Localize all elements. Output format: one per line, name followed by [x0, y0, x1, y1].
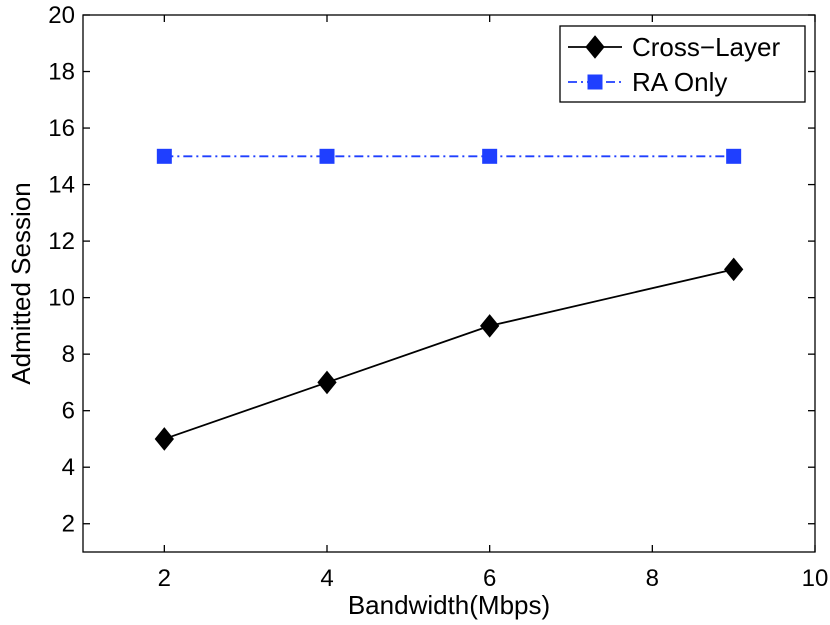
legend-marker-cross-layer	[585, 35, 605, 59]
series-ra-only	[156, 148, 742, 164]
y-tick-label: 8	[62, 341, 75, 368]
x-axis-label: Bandwidth(Mbps)	[348, 590, 550, 620]
data-point	[480, 314, 500, 338]
x-tick-label: 6	[483, 565, 496, 592]
y-tick-label: 12	[48, 228, 75, 255]
y-tick-label: 4	[62, 454, 75, 481]
y-tick-label: 14	[48, 172, 75, 199]
legend-marker-shape	[587, 74, 603, 90]
data-point	[154, 427, 174, 451]
data-point	[156, 148, 172, 164]
legend-marker-ra-only	[587, 74, 603, 90]
legend: Cross−Layer RA Only	[559, 25, 806, 103]
axes-frame	[82, 14, 816, 553]
data-series	[154, 148, 744, 451]
series-cross-layer	[154, 257, 744, 451]
y-axis-label: Admitted Session	[6, 182, 36, 384]
x-tick-label: 8	[646, 565, 659, 592]
data-point	[482, 148, 498, 164]
data-point	[726, 148, 742, 164]
legend-entry-cross-layer: Cross−Layer	[632, 32, 780, 62]
legend-entry-ra-only: RA Only	[632, 67, 727, 97]
y-tick-label: 20	[48, 2, 75, 29]
series-line	[164, 268, 734, 440]
y-tick-label: 10	[48, 285, 75, 312]
y-tick-label: 2	[62, 511, 75, 538]
x-tick-label: 2	[158, 565, 171, 592]
y-tick-label: 16	[48, 115, 75, 142]
x-tick-label: 10	[802, 565, 829, 592]
axis-ticks: 2 4 6 8 10 2 4 6 8 10 12 14 16 18 20	[48, 2, 828, 592]
x-tick-label: 4	[320, 565, 333, 592]
data-point	[319, 148, 335, 164]
data-point	[317, 370, 337, 395]
y-tick-label: 18	[48, 59, 75, 86]
data-point	[724, 257, 744, 282]
y-tick-label: 6	[62, 398, 75, 425]
legend-marker-shape	[585, 35, 605, 59]
